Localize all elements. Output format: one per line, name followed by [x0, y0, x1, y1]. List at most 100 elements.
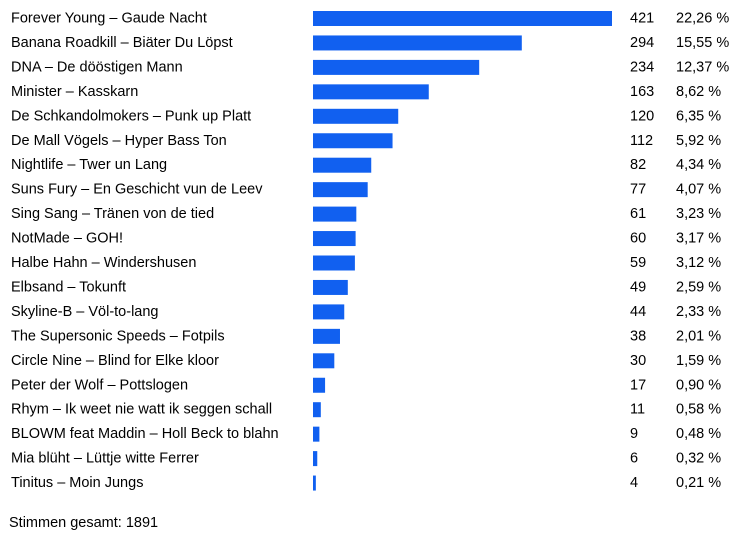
bar	[313, 108, 399, 124]
vote-count-label: 294	[630, 35, 654, 51]
bar-row-skyline-b-voel-to-lang: Skyline-B – Völ-to-lang 44 2,33 %	[11, 304, 721, 320]
category-label: The Supersonic Speeds – Fotpils	[11, 328, 225, 344]
bar-row-sing-sang-traenen-von-de-tied: Sing Sang – Tränen von de tied 61 3,23 %	[11, 206, 721, 222]
category-label: Skyline-B – Völ-to-lang	[11, 304, 159, 320]
percent-label: 8,62 %	[676, 84, 721, 100]
vote-count-label: 44	[630, 304, 646, 320]
bar	[313, 84, 429, 100]
bar	[313, 451, 318, 467]
percent-label: 2,59 %	[676, 279, 721, 295]
percent-label: 4,07 %	[676, 182, 721, 198]
bar-row-forever-young-gaude-nacht: Forever Young – Gaude Nacht 421 22,26 %	[11, 11, 729, 27]
category-label: Forever Young – Gaude Nacht	[11, 11, 207, 27]
category-label: De Schkandolmokers – Punk up Platt	[11, 108, 251, 124]
bar-row-peter-der-wolf-pottslogen: Peter der Wolf – Pottslogen 17 0,90 %	[11, 377, 721, 393]
category-label: Elbsand – Tokunft	[11, 279, 126, 295]
vote-count-label: 112	[630, 133, 653, 149]
percent-label: 2,01 %	[676, 328, 721, 344]
percent-label: 0,90 %	[676, 377, 721, 393]
vote-count-label: 234	[630, 59, 654, 75]
bar-row-the-supersonic-speeds-fotpils: The Supersonic Speeds – Fotpils 38 2,01 %	[11, 328, 721, 344]
vote-count-label: 30	[630, 353, 646, 369]
bar-row-tinitus-moin-jungs: Tinitus – Moin Jungs 4 0,21 %	[11, 475, 721, 491]
category-label: Tinitus – Moin Jungs	[11, 475, 143, 491]
category-label: NotMade – GOH!	[11, 231, 123, 247]
percent-label: 15,55 %	[676, 35, 729, 51]
percent-label: 4,34 %	[676, 157, 721, 173]
percent-label: 3,12 %	[676, 255, 721, 271]
category-label: Banana Roadkill – Biäter Du Löpst	[11, 35, 233, 51]
category-label: DNA – De dööstigen Mann	[11, 59, 183, 75]
bar-row-suns-fury-en-geschicht-vun-de-leev: Suns Fury – En Geschicht vun de Leev 77 4,…	[11, 182, 721, 198]
category-label: Sing Sang – Tränen von de tied	[11, 206, 214, 222]
bar	[313, 304, 345, 320]
bar-row-elbsand-tokunft: Elbsand – Tokunft 49 2,59 %	[11, 279, 721, 295]
bar-row-blowm-feat-maddin-holl-beck-to-blahn: BLOWM feat Maddin – Holl Beck to blahn 9 0…	[11, 426, 721, 442]
percent-label: 1,59 %	[676, 353, 721, 369]
vote-count-label: 421	[630, 11, 654, 27]
bar	[313, 255, 355, 271]
vote-count-label: 61	[630, 206, 646, 222]
bar	[313, 426, 320, 442]
bar-row-de-schkandolmokers-punk-up-platt: De Schkandolmokers – Punk up Platt 120 6,3…	[11, 108, 721, 124]
percent-label: 0,58 %	[676, 402, 721, 418]
vote-count-label: 77	[630, 182, 646, 198]
category-label: Nightlife – Twer un Lang	[11, 157, 167, 173]
category-label: BLOWM feat Maddin – Holl Beck to blahn	[11, 426, 279, 442]
vote-count-label: 60	[630, 231, 646, 247]
bar-row-dna-de-doeoestigen-mann: DNA – De dööstigen Mann 234 12,37 %	[11, 59, 729, 75]
percent-label: 22,26 %	[676, 11, 729, 27]
bar	[313, 279, 348, 295]
bar	[313, 377, 326, 393]
vote-count-label: 9	[630, 426, 638, 442]
vote-count-label: 49	[630, 279, 646, 295]
vote-count-label: 82	[630, 157, 646, 173]
category-label: Minister – Kasskarn	[11, 84, 138, 100]
bar	[313, 206, 357, 222]
category-label: De Mall Vögels – Hyper Bass Ton	[11, 133, 227, 149]
category-label: Suns Fury – En Geschicht vun de Leev	[11, 182, 263, 198]
bar	[313, 328, 340, 344]
total-votes-label: Stimmen gesamt: 1891	[9, 515, 159, 531]
category-label: Peter der Wolf – Pottslogen	[11, 377, 188, 393]
bar-row-rhym-ik-weet-nie-watt-ik-seggen-schall: Rhym – Ik weet nie watt ik seggen schall…	[11, 402, 721, 418]
bar	[313, 59, 480, 75]
percent-label: 3,23 %	[676, 206, 721, 222]
percent-label: 12,37 %	[676, 59, 729, 75]
vote-count-label: 163	[630, 84, 654, 100]
percent-label: 0,32 %	[676, 451, 721, 467]
bar	[313, 231, 356, 247]
bar	[313, 182, 368, 198]
bar-row-circle-nine-blind-for-elke-kloor: Circle Nine – Blind for Elke kloor 30 1,59…	[11, 353, 721, 369]
vote-count-label: 17	[630, 377, 646, 393]
percent-label: 0,21 %	[676, 475, 721, 491]
bar	[313, 133, 393, 149]
bar	[313, 11, 612, 26]
bar-row-nightlife-twer-un-lang: Nightlife – Twer un Lang 82 4,34 %	[11, 157, 721, 173]
bar	[313, 402, 321, 418]
percent-label: 3,17 %	[676, 231, 721, 247]
bar	[313, 35, 522, 51]
percent-label: 2,33 %	[676, 304, 721, 320]
category-label: Halbe Hahn – Windershusen	[11, 255, 196, 271]
vote-bar-chart: Forever Young – Gaude Nacht 421 22,26 % Ban…	[11, 11, 729, 492]
bar-row-notmade-goh: NotMade – GOH! 60 3,17 %	[11, 231, 721, 247]
percent-label: 6,35 %	[676, 108, 721, 124]
vote-count-label: 4	[630, 475, 638, 491]
vote-count-label: 38	[630, 328, 646, 344]
vote-count-label: 59	[630, 255, 646, 271]
percent-label: 5,92 %	[676, 133, 721, 149]
bar	[313, 353, 335, 369]
bar	[313, 475, 316, 491]
vote-count-label: 11	[630, 402, 645, 418]
bar	[313, 157, 372, 173]
percent-label: 0,48 %	[676, 426, 721, 442]
bar-row-de-mall-voegels-hyper-bass-ton: De Mall Vögels – Hyper Bass Ton 112 5,92 %	[11, 133, 721, 149]
vote-count-label: 120	[630, 108, 654, 124]
vote-count-label: 6	[630, 451, 638, 467]
category-label: Circle Nine – Blind for Elke kloor	[11, 353, 219, 369]
bar-row-mia-blueht-luettje-witte-ferrer: Mia blüht – Lüttje witte Ferrer 6 0,32 %	[11, 451, 721, 467]
bar-row-minister-kasskarn: Minister – Kasskarn 163 8,62 %	[11, 84, 721, 100]
bar-row-halbe-hahn-windershusen: Halbe Hahn – Windershusen 59 3,12 %	[11, 255, 721, 271]
category-label: Rhym – Ik weet nie watt ik seggen schall	[11, 402, 272, 418]
